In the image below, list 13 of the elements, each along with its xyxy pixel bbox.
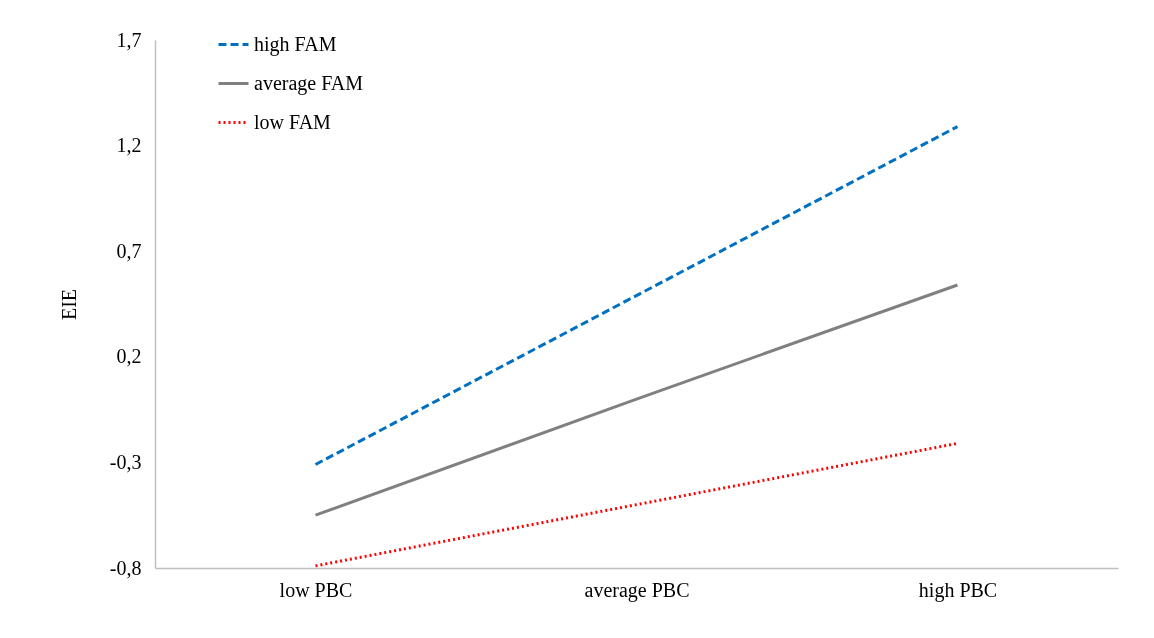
y-tick-label: 0,2 — [116, 345, 142, 368]
x-tick-label: high PBC — [918, 578, 998, 602]
y-tick-label: 1,7 — [116, 28, 142, 51]
legend-label: average FAM — [254, 71, 364, 95]
y-axis-title: EIE — [57, 288, 80, 321]
y-tick-label: -0,8 — [109, 556, 142, 579]
legend-label: high FAM — [254, 32, 337, 56]
legend-label: low FAM — [254, 110, 332, 133]
y-tick-label: -0,3 — [109, 450, 142, 473]
y-tick-label: 1,2 — [116, 134, 142, 157]
x-tick-label: low PBC — [279, 578, 353, 601]
y-tick-label: 0,7 — [116, 239, 142, 262]
x-tick-label: average PBC — [584, 578, 690, 602]
